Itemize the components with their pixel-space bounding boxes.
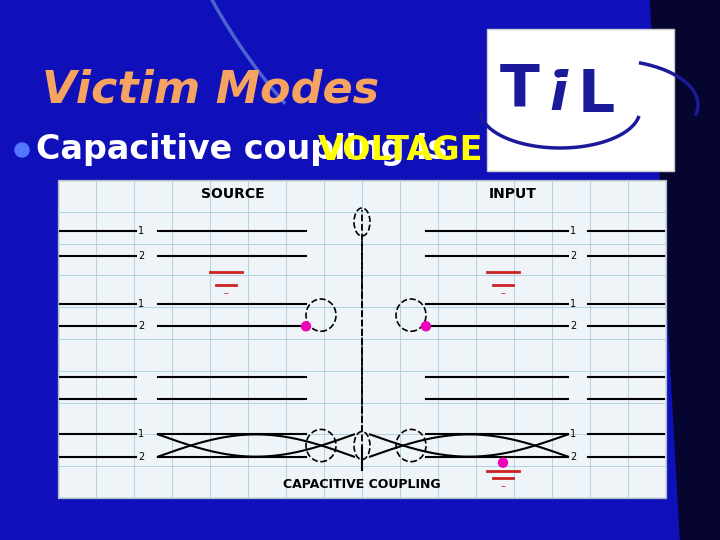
Text: T: T — [500, 62, 540, 118]
Polygon shape — [650, 0, 720, 540]
Text: 2: 2 — [138, 321, 144, 331]
Text: 1: 1 — [138, 429, 144, 440]
Text: Victim Modes: Victim Modes — [42, 69, 379, 111]
Text: 2: 2 — [570, 251, 576, 261]
Text: CAPACITIVE COUPLING: CAPACITIVE COUPLING — [283, 478, 441, 491]
Text: 1: 1 — [138, 299, 144, 309]
Text: 1: 1 — [138, 226, 144, 236]
Text: INPUT: INPUT — [489, 187, 537, 201]
Text: L: L — [577, 66, 615, 124]
Text: 2: 2 — [570, 321, 576, 331]
FancyBboxPatch shape — [487, 29, 674, 171]
Text: –: – — [500, 481, 505, 491]
Text: 2: 2 — [138, 251, 144, 261]
Circle shape — [421, 322, 431, 331]
FancyBboxPatch shape — [58, 180, 666, 498]
Text: –: – — [224, 288, 228, 298]
Text: –: – — [500, 288, 505, 298]
Text: 1: 1 — [570, 226, 576, 236]
Text: 2: 2 — [138, 451, 144, 462]
Text: 2: 2 — [570, 451, 576, 462]
Text: i: i — [549, 69, 567, 121]
Text: VOLTAGE: VOLTAGE — [318, 133, 484, 166]
Text: 1: 1 — [570, 299, 576, 309]
Circle shape — [302, 322, 310, 331]
Circle shape — [498, 458, 508, 467]
Circle shape — [15, 143, 29, 157]
Text: SOURCE: SOURCE — [201, 187, 265, 201]
Text: Driven.: Driven. — [487, 133, 635, 166]
Text: 1: 1 — [570, 429, 576, 440]
Text: Capacitive coupling is: Capacitive coupling is — [36, 133, 459, 166]
